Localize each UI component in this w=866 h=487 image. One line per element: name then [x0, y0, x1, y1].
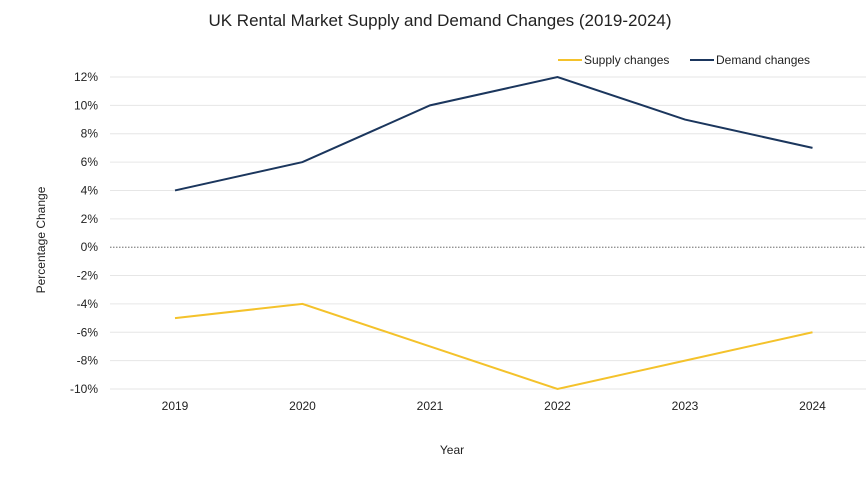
- y-axis-ticks: -10% -8% -6% -4% -2% 0% 2% 4% 6% 8% 10% 12%: [70, 70, 98, 396]
- gridlines: [110, 76, 866, 390]
- y-tick-label: 12%: [74, 70, 98, 84]
- x-axis-label: Year: [440, 443, 464, 457]
- y-tick-label: -8%: [77, 354, 99, 368]
- series-line: [174, 302, 813, 391]
- y-tick-label: 8%: [81, 127, 99, 141]
- x-tick-label: 2020: [289, 399, 316, 413]
- x-tick-label: 2021: [417, 399, 444, 413]
- y-tick-label: -10%: [70, 382, 98, 396]
- legend: Supply changes Demand changes: [558, 53, 810, 67]
- y-tick-label: 4%: [81, 183, 99, 197]
- x-tick-label: 2023: [672, 399, 699, 413]
- series-lines: [174, 75, 813, 391]
- x-tick-label: 2024: [799, 399, 826, 413]
- chart-title: UK Rental Market Supply and Demand Chang…: [208, 11, 671, 30]
- y-tick-label: 0%: [81, 240, 99, 254]
- y-tick-label: 6%: [81, 155, 99, 169]
- legend-label: Demand changes: [716, 53, 810, 67]
- y-tick-label: -4%: [77, 297, 99, 311]
- y-tick-label: -6%: [77, 325, 99, 339]
- series-line: [174, 75, 813, 192]
- legend-label: Supply changes: [584, 53, 669, 67]
- y-tick-label: 10%: [74, 98, 98, 112]
- x-axis-ticks: 2019 2020 2021 2022 2023 2024: [162, 399, 827, 413]
- x-tick-label: 2022: [544, 399, 571, 413]
- y-axis-label: Percentage Change: [34, 186, 48, 293]
- x-tick-label: 2019: [162, 399, 189, 413]
- y-tick-label: 2%: [81, 212, 99, 226]
- y-tick-label: -2%: [77, 269, 99, 283]
